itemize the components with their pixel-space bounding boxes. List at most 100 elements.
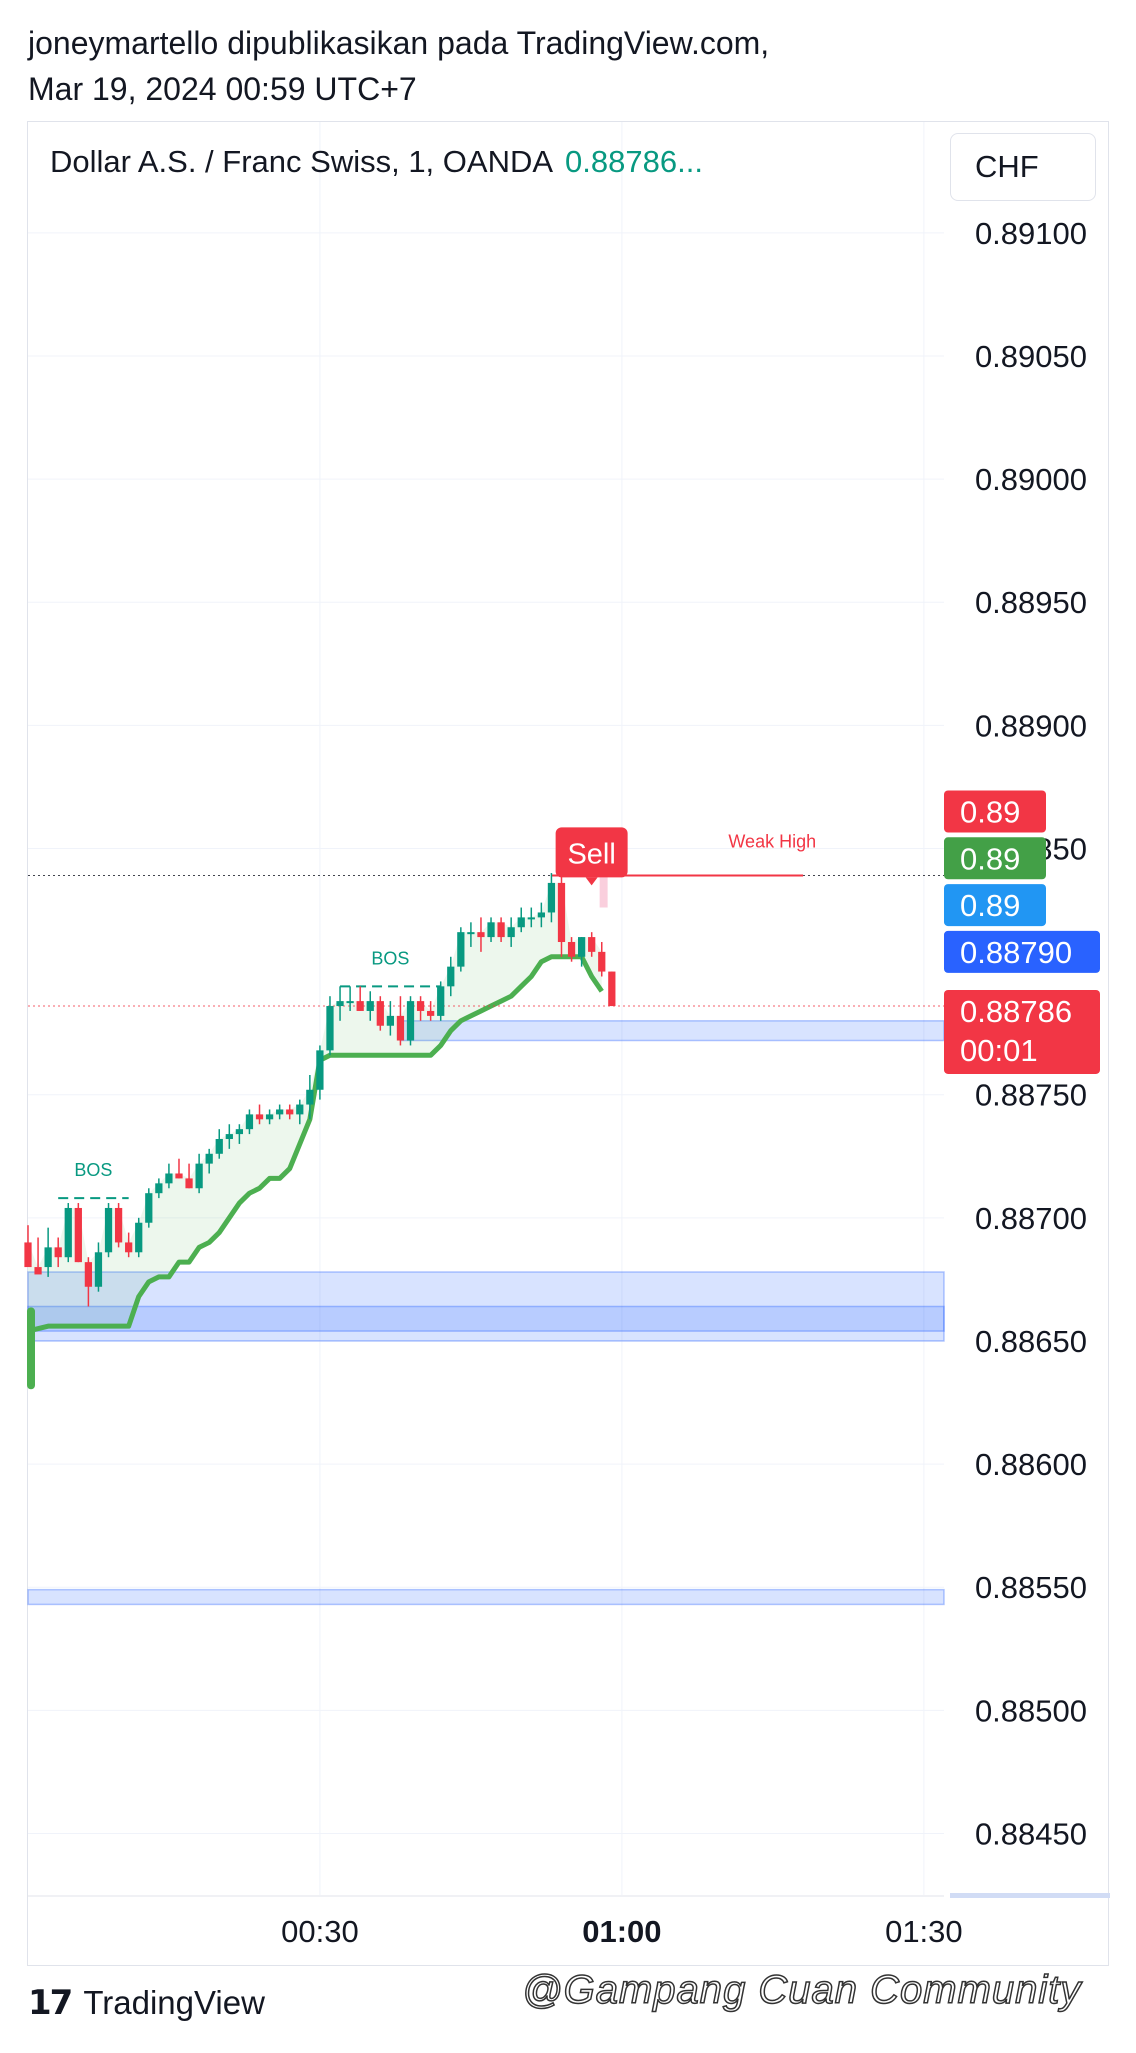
candle-body bbox=[567, 942, 576, 957]
y-tick-label: 0.88500 bbox=[975, 1693, 1087, 1728]
brand-name: TradingView bbox=[83, 1984, 265, 2021]
candle-body bbox=[376, 1001, 384, 1026]
candle-body bbox=[598, 951, 606, 972]
candle-body bbox=[125, 1242, 133, 1253]
chart-canvas[interactable]: BOS BOS Weak High Sell 0.89100 0.89050 0.89000… bbox=[0, 0, 1136, 1980]
price-tag-value: 0.89 bbox=[960, 795, 1020, 830]
candle-body bbox=[225, 1134, 233, 1140]
candle-body bbox=[175, 1173, 183, 1179]
candle-body bbox=[356, 1001, 364, 1011]
price-tag-value: 0.88786 bbox=[960, 994, 1072, 1029]
candle-body bbox=[135, 1222, 143, 1253]
candle-body bbox=[306, 1089, 314, 1105]
candle-body bbox=[34, 1267, 42, 1275]
candle-body bbox=[336, 1001, 344, 1007]
candle-body bbox=[24, 1242, 32, 1268]
symbol-title: Dollar A.S. / Franc Swiss, 1, OANDA bbox=[50, 144, 554, 179]
candle-body bbox=[608, 971, 616, 1007]
price-tag bbox=[944, 790, 1046, 833]
y-tick-label: 0.89000 bbox=[975, 462, 1087, 497]
y-tick-label: 0.88700 bbox=[975, 1201, 1087, 1236]
candle-body bbox=[497, 922, 505, 938]
candle-body bbox=[437, 986, 445, 1016]
candle-body bbox=[416, 1001, 425, 1011]
candle-body bbox=[155, 1183, 163, 1194]
currency-button[interactable]: CHF bbox=[950, 133, 1096, 201]
candle-body bbox=[507, 927, 515, 938]
demand-zone bbox=[27, 1588, 945, 1606]
candle-body bbox=[276, 1109, 284, 1115]
sell-signal-badge bbox=[555, 827, 628, 878]
trail-fill-area bbox=[28, 882, 602, 1332]
candle-body bbox=[255, 1114, 264, 1120]
candle-body bbox=[427, 1010, 435, 1016]
candle-body bbox=[74, 1207, 82, 1263]
candle-body bbox=[487, 922, 495, 938]
candle-body bbox=[94, 1252, 103, 1287]
candle-body bbox=[406, 1001, 415, 1041]
candle-body bbox=[346, 1001, 354, 1004]
y-tick-label: 0.88550 bbox=[975, 1570, 1087, 1605]
candle-body bbox=[145, 1193, 153, 1223]
weak-high-label: Weak High bbox=[728, 832, 816, 852]
demand-zone bbox=[27, 1271, 945, 1342]
candle-body bbox=[296, 1104, 304, 1115]
price-tag bbox=[944, 837, 1046, 880]
candle-body bbox=[205, 1153, 213, 1164]
chart-frame bbox=[27, 121, 1109, 1966]
symbol-legend[interactable]: Dollar A.S. / Franc Swiss, 1, OANDA 0.887… bbox=[50, 144, 703, 180]
candle-body bbox=[537, 912, 545, 918]
bos-label: BOS bbox=[371, 948, 409, 968]
price-tag bbox=[944, 930, 1100, 973]
publisher-line: joneymartello dipublikasikan pada Tradin… bbox=[28, 25, 770, 61]
demand-zone bbox=[399, 1020, 945, 1042]
candle-body bbox=[467, 932, 475, 935]
y-tick-label: 0.89100 bbox=[975, 216, 1087, 251]
publish-info: joneymartello dipublikasikan pada Tradin… bbox=[28, 20, 769, 112]
candle-body bbox=[557, 882, 566, 943]
price-tag bbox=[944, 989, 1100, 1074]
price-tag-value: 0.89 bbox=[960, 841, 1020, 876]
x-tick-label: 00:30 bbox=[281, 1914, 359, 1949]
y-tick-label: 0.88600 bbox=[975, 1447, 1087, 1482]
candle-body bbox=[64, 1207, 72, 1258]
watermark: @Gampang Cuan Community bbox=[521, 1967, 1082, 2013]
candle-body bbox=[457, 932, 465, 967]
candle-body bbox=[265, 1114, 274, 1120]
price-tag-value: 0.89 bbox=[960, 888, 1020, 923]
y-tick-label: 0.88650 bbox=[975, 1324, 1087, 1359]
price-tag bbox=[944, 884, 1046, 927]
candle-body bbox=[366, 1001, 374, 1011]
bos-label: BOS bbox=[74, 1160, 112, 1180]
x-tick-label: 01:00 bbox=[582, 1914, 661, 1949]
candle-body bbox=[84, 1262, 93, 1287]
axis-scroll-indicator bbox=[950, 1893, 1110, 1898]
candle-body bbox=[578, 937, 586, 957]
y-tick-label: 0.88950 bbox=[975, 585, 1087, 620]
sell-signal-pointer bbox=[585, 877, 598, 886]
candle-body bbox=[215, 1139, 223, 1154]
price-tag-value: 0.88790 bbox=[960, 935, 1072, 970]
tradingview-logo[interactable]: 17 TradingView bbox=[28, 1983, 265, 2023]
candle-body bbox=[588, 937, 596, 952]
candle-body bbox=[326, 1006, 334, 1051]
candle-body bbox=[245, 1114, 254, 1130]
price-tag-countdown: 00:01 bbox=[960, 1033, 1038, 1068]
symbol-price: 0.88786... bbox=[565, 144, 703, 179]
candle-body bbox=[54, 1247, 62, 1258]
y-tick-label: 0.88450 bbox=[975, 1816, 1087, 1851]
candle-body bbox=[235, 1129, 244, 1135]
candle-body bbox=[316, 1050, 324, 1090]
y-tick-label: 0.88900 bbox=[975, 708, 1087, 743]
candle-body bbox=[44, 1247, 52, 1268]
candle-body bbox=[104, 1207, 113, 1253]
candle-body bbox=[527, 917, 535, 920]
candle-body bbox=[547, 882, 556, 913]
tradingview-logo-icon: 17 bbox=[28, 1983, 73, 2023]
trailing-stop-line bbox=[27, 954, 604, 1334]
publish-date: Mar 19, 2024 00:59 UTC+7 bbox=[28, 71, 417, 107]
candle-body bbox=[165, 1173, 173, 1184]
x-tick-label: 01:30 bbox=[885, 1914, 963, 1949]
y-tick-label: 0.89050 bbox=[975, 339, 1087, 374]
candle-body bbox=[195, 1163, 203, 1189]
